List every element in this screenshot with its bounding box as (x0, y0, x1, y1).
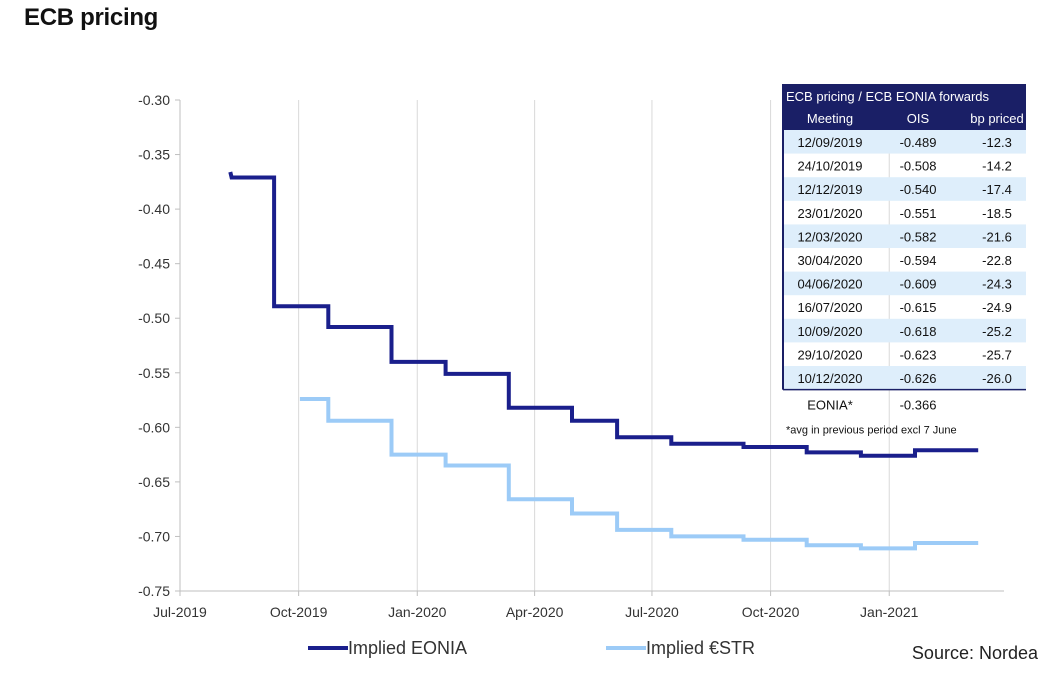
table-title: ECB pricing / ECB EONIA forwards (786, 89, 990, 104)
table-cell: 16/07/2020 (797, 300, 862, 315)
table-cell: -0.615 (900, 300, 937, 315)
x-tick-label: Apr-2020 (506, 604, 564, 620)
table-header-bg (783, 84, 1026, 130)
series-lines (228, 171, 979, 551)
table-cell: 10/12/2020 (797, 371, 862, 386)
table-cell: -0.540 (900, 182, 937, 197)
series-line-implied-eonia (228, 171, 979, 458)
table-row-stripe (783, 318, 1026, 343)
table-cell: -24.3 (982, 277, 1012, 292)
y-tick-label: -0.75 (138, 583, 170, 599)
table-cell: 04/06/2020 (797, 277, 862, 292)
table-footer-cell: EONIA* (807, 398, 853, 413)
table-column-header: bp priced (970, 111, 1023, 126)
y-tick-label: -0.30 (138, 92, 170, 108)
table-cell: -17.4 (982, 182, 1012, 197)
table-cell: 10/09/2020 (797, 324, 862, 339)
x-tick-label: Jan-2021 (860, 604, 919, 620)
y-tick-label: -0.55 (138, 365, 170, 381)
axes: Jul-2019 Oct-2019 Jan-2020 Apr-2020 Jul-2020… (138, 92, 1004, 620)
table-cell: -18.5 (982, 206, 1012, 221)
y-tick-label: -0.35 (138, 147, 170, 163)
x-tick-label: Jul-2020 (625, 604, 679, 620)
table-cell: 24/10/2019 (797, 159, 862, 174)
source-label: Source: Nordea (912, 643, 1039, 663)
table-cell: -0.582 (900, 229, 937, 244)
table-cell: -25.2 (982, 324, 1012, 339)
table-cell: -0.626 (900, 371, 937, 386)
table-cell: -0.594 (900, 253, 937, 268)
table-cell: -0.618 (900, 324, 937, 339)
table-column-header: Meeting (807, 111, 853, 126)
table-cell: -22.8 (982, 253, 1012, 268)
table-cell: 30/04/2020 (797, 253, 862, 268)
table-cell: 23/01/2020 (797, 206, 862, 221)
table-cell: -0.508 (900, 159, 937, 174)
table-cell: -0.489 (900, 135, 937, 150)
y-tick-label: -0.70 (138, 528, 170, 544)
y-tick-label: -0.65 (138, 474, 170, 490)
table-cell: -26.0 (982, 371, 1012, 386)
table-cell: -25.7 (982, 347, 1012, 362)
table-row-stripe (783, 130, 1026, 154)
x-tick-label: Jan-2020 (388, 604, 447, 620)
table-cell: -0.609 (900, 277, 937, 292)
table-row-stripe (783, 271, 1026, 296)
table-cell: 12/12/2019 (797, 182, 862, 197)
series-line-implied-estr (299, 397, 979, 551)
table-cell: 29/10/2020 (797, 347, 862, 362)
table-cell: -0.623 (900, 347, 937, 362)
table-cell: -21.6 (982, 229, 1012, 244)
table-cell: -0.551 (900, 206, 937, 221)
legend-label: Implied EONIA (348, 638, 467, 658)
legend-label: Implied €STR (646, 638, 755, 658)
table-footer-cell: -0.366 (900, 398, 937, 413)
y-tick-label: -0.50 (138, 310, 170, 326)
grid-lines (298, 100, 890, 591)
y-tick-label: -0.45 (138, 256, 170, 272)
y-tick-label: -0.40 (138, 201, 170, 217)
table-note: *avg in previous period excl 7 June (786, 425, 957, 437)
table-row-stripe (783, 177, 1026, 201)
table-cell: -24.9 (982, 300, 1012, 315)
y-tick-label: -0.60 (138, 419, 170, 435)
table-cell: -14.2 (982, 159, 1012, 174)
x-tick-label: Jul-2019 (153, 604, 207, 620)
pricing-table: ECB pricing / ECB EONIA forwards Meeting O… (782, 84, 1026, 437)
table-column-header: OIS (907, 111, 930, 126)
table-row-stripe (783, 224, 1026, 248)
table-row-stripe (783, 366, 1026, 390)
x-tick-label: Oct-2019 (270, 604, 328, 620)
legend: Implied EONIA Implied €STR (308, 638, 755, 658)
table-cell: -12.3 (982, 135, 1012, 150)
x-tick-label: Oct-2020 (742, 604, 800, 620)
page-title: ECB pricing (24, 4, 159, 31)
table-cell: 12/09/2019 (797, 135, 862, 150)
table-cell: 12/03/2020 (797, 229, 862, 244)
